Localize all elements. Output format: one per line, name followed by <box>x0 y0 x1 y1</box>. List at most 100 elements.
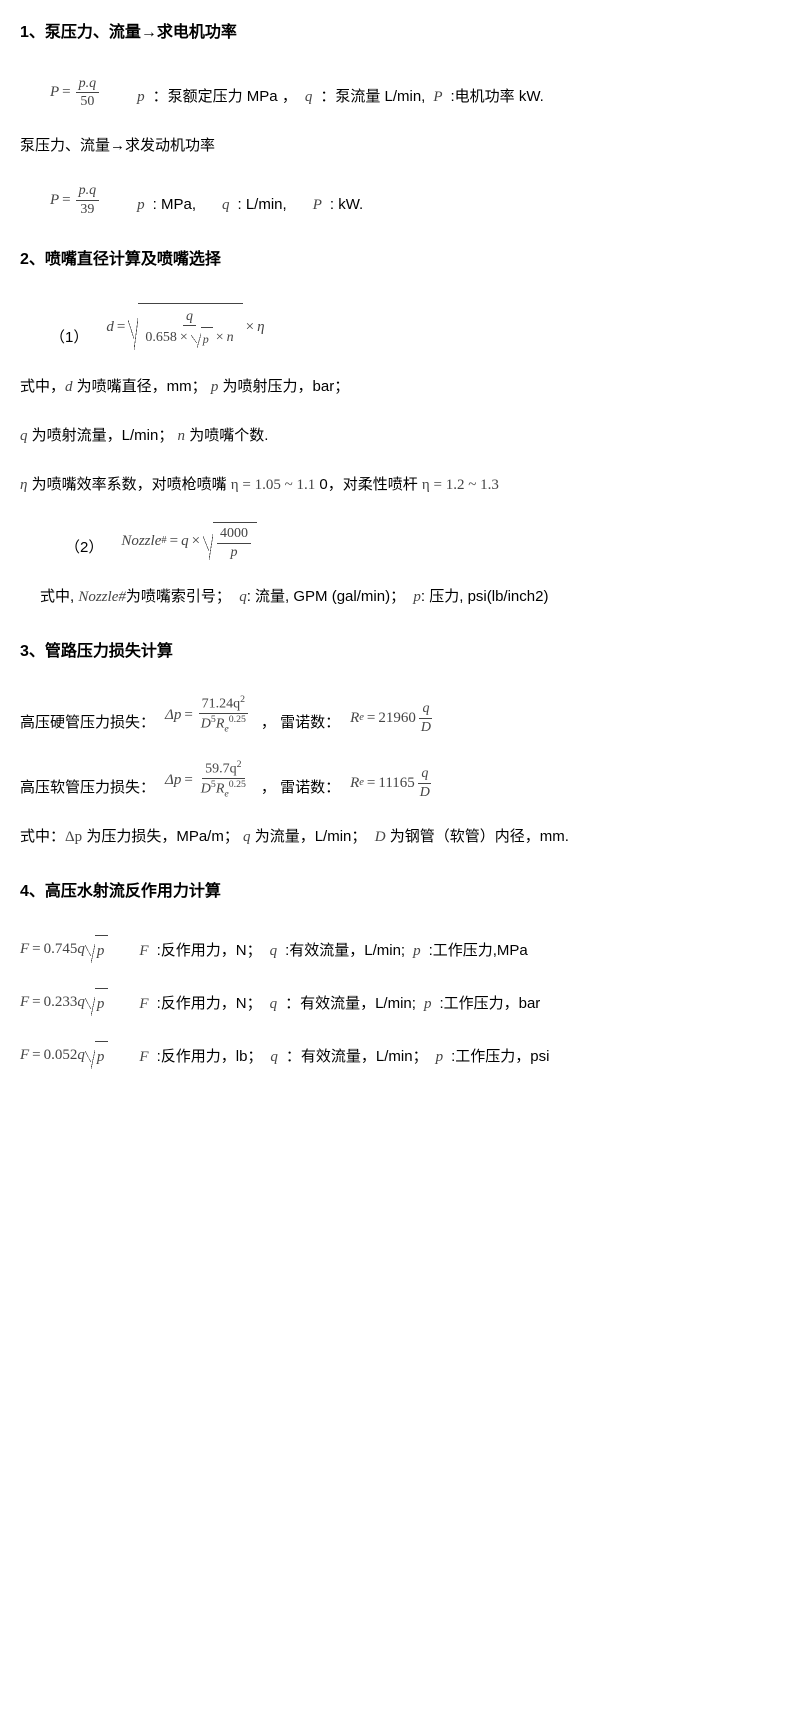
s3-row-hard: 高压硬管压力损失： Δp= 71.24q2 D5Re0.25 ， 雷诺数： Re… <box>20 695 780 735</box>
var-F: F <box>139 1045 148 1069</box>
section-1-heading: 1、泵压力、流量→求电机功率 <box>20 20 780 46</box>
section-4-heading: 4、高压水射流反作用力计算 <box>20 879 780 905</box>
var-Pcap: P <box>433 85 442 109</box>
var-Pcap: P <box>313 193 322 217</box>
section-2-heading: 2、喷嘴直径计算及喷嘴选择 <box>20 247 780 273</box>
desc-p: : MPa, <box>153 193 196 217</box>
txt: 为压力损失，MPa/m； <box>82 828 239 845</box>
sup025: 0.25 <box>229 714 246 725</box>
txt: 式中， <box>20 378 65 395</box>
desc-p: :工作压力，bar <box>439 992 540 1016</box>
formula-s2-f2: （2） Nozzle# =q× 4000p <box>65 522 780 560</box>
var-q: q <box>239 589 247 605</box>
var-dp: Δp <box>65 829 82 845</box>
den-const: 0.658 <box>145 330 177 345</box>
var-q: q <box>181 529 189 553</box>
const: 21960 <box>378 706 416 730</box>
desc-p: :工作压力,MPa <box>429 939 528 963</box>
frac-num: p.q <box>76 183 100 200</box>
s2-line4: 式中, Nozzle#为喷嘴索引号； q: 流量, GPM (gal/min)；… <box>40 585 780 609</box>
desc-q: : L/min, <box>238 193 287 217</box>
var-nozzlehash: Nozzle# <box>78 589 126 605</box>
frac-num: q <box>183 309 196 326</box>
frac-den: 50 <box>77 93 97 109</box>
var-p: p <box>137 85 145 109</box>
label-hardpipe: 高压硬管压力损失： <box>20 711 155 735</box>
sup: 2 <box>237 759 242 770</box>
s2-line2: q 为喷射流量，L/min； n 为喷嘴个数. <box>20 424 780 448</box>
var-R: R <box>350 706 359 730</box>
var-q: q <box>270 992 278 1016</box>
var-n: n <box>178 428 186 444</box>
label-reynolds: ， 雷诺数： <box>261 711 340 735</box>
label-reynolds: ， 雷诺数： <box>261 776 340 800</box>
var-p: p <box>413 589 421 605</box>
s2-line3: η 为喷嘴效率系数，对喷枪喷嘴 η = 1.05 ~ 1.1 0，对柔性喷杆 η… <box>20 473 780 497</box>
sub-e: e <box>224 788 228 799</box>
var-p: p <box>436 1045 444 1069</box>
var-p: p <box>424 992 432 1016</box>
formula-F: F=0.745qp <box>20 935 108 963</box>
txt: 为喷嘴索引号； <box>126 588 231 605</box>
var-F: F <box>139 992 148 1016</box>
den-sqrt-p: p <box>201 327 213 348</box>
var-P: P <box>50 188 59 212</box>
s4-formula-row: F=0.052qpF:反作用力，lb；q：有效流量，L/min；p:工作压力，p… <box>20 1041 780 1069</box>
section-3-heading: 3、管路压力损失计算 <box>20 639 780 665</box>
desc-q: ：有效流量，L/min; <box>285 992 416 1016</box>
var-q: q <box>243 829 251 845</box>
frac-num: p.q <box>76 76 100 93</box>
txt: 为喷嘴个数. <box>185 427 268 444</box>
s3-legend: 式中：Δp 为压力损失，MPa/m； q 为流量，L/min； D 为钢管（软管… <box>20 825 780 849</box>
txt: 为喷嘴效率系数，对喷枪喷嘴 <box>27 476 230 493</box>
subheading-engine: 泵压力、流量→求发动机功率 <box>20 134 780 158</box>
sup025: 0.25 <box>229 779 246 790</box>
frac-num: 71.24q <box>202 696 241 711</box>
desc-F: :反作用力，N； <box>157 992 262 1016</box>
frac-den: p <box>228 544 241 560</box>
formula-F: F=0.052qp <box>20 1041 108 1069</box>
var-d: d <box>65 379 73 395</box>
desc-q: ：泵流量 L/min, <box>320 85 425 109</box>
den-D: D <box>201 782 211 797</box>
formula-F: F=0.233qp <box>20 988 108 1016</box>
s3-row-soft: 高压软管压力损失： Δp= 59.7q2 D5Re0.25 ， 雷诺数： Re=… <box>20 760 780 800</box>
var-F: F <box>139 939 148 963</box>
txt: : 压力, psi(lb/inch2) <box>421 588 549 605</box>
s2-line1: 式中，d 为喷嘴直径，mm； p 为喷射压力，bar； <box>20 375 780 399</box>
var-q: q <box>270 1045 278 1069</box>
var-D: D <box>375 829 386 845</box>
s4-formula-row: F=0.745qpF:反作用力，N；q:有效流量，L/min;p:工作压力,MP… <box>20 935 780 963</box>
txt: 为钢管（软管）内径，mm. <box>386 828 569 845</box>
var-P: P <box>50 80 59 104</box>
var-q: q <box>20 428 28 444</box>
den-n: n <box>227 330 234 345</box>
const: 11165 <box>378 771 414 795</box>
txt: 0，对柔性喷杆 <box>315 476 422 493</box>
frac-den: D <box>417 784 433 800</box>
txt: 式中, <box>40 588 78 605</box>
label-softpipe: 高压软管压力损失： <box>20 776 155 800</box>
den-D: D <box>201 716 211 731</box>
desc-Pcap: : kW. <box>330 193 363 217</box>
desc-p: :工作压力，psi <box>451 1045 549 1069</box>
s4-formula-row: F=0.233qp F :反作用力，N； q ：有效流量，L/min; p :工作压力，ba… <box>20 988 780 1016</box>
txt: 为流量，L/min； <box>251 828 367 845</box>
frac-num: 4000 <box>217 526 251 543</box>
frac-num: 59.7q <box>205 762 237 777</box>
var-nozzle: Nozzle <box>121 529 161 553</box>
txt: 式中： <box>20 828 65 845</box>
formula-s1-f2: P= p.q39 p: MPa, q: L/min, P: kW. <box>50 183 780 217</box>
var-eta: η <box>257 315 264 339</box>
formula-tag-1: （1） <box>50 326 88 350</box>
desc-p: ：泵额定压力 MPa ， <box>153 85 297 109</box>
desc-q: :有效流量，L/min; <box>285 939 405 963</box>
desc-F: :反作用力，N； <box>157 939 262 963</box>
var-q: q <box>222 193 230 217</box>
txt: 为喷射流量，L/min； <box>28 427 174 444</box>
var-q: q <box>305 85 313 109</box>
desc-Pcap: :电机功率 kW. <box>451 85 544 109</box>
txt: 为喷嘴直径，mm； <box>73 378 207 395</box>
frac-num: q <box>418 766 431 783</box>
var-p: p <box>137 193 145 217</box>
